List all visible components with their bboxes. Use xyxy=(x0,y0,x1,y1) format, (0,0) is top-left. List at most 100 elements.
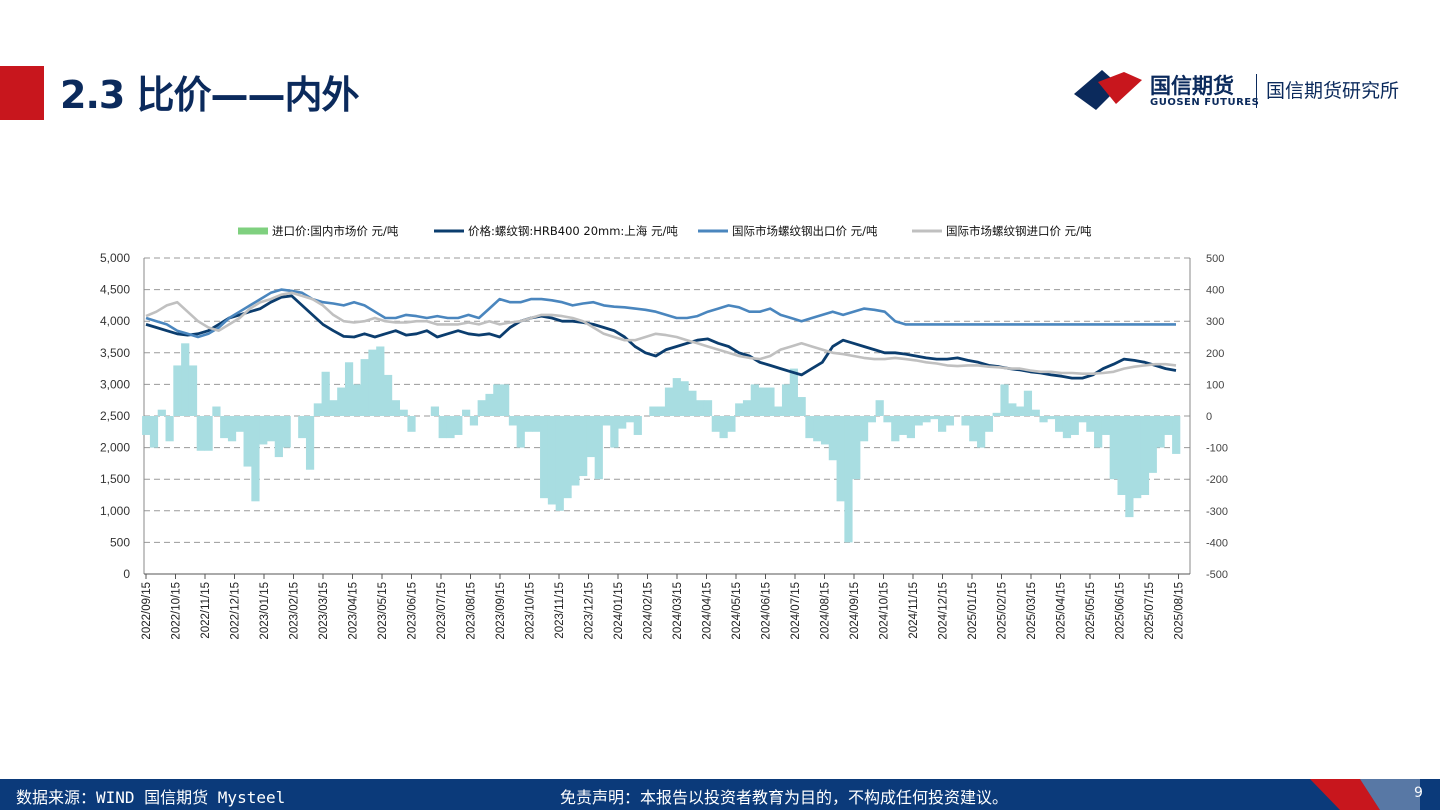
series-1-bar xyxy=(485,393,494,416)
x-tick-label: 2024/09/15 xyxy=(849,582,861,640)
y-right-tick-label: -100 xyxy=(1206,443,1228,455)
legend-label: 进口价:国内市场价 元/吨 xyxy=(272,224,399,238)
x-tick-label: 2022/09/15 xyxy=(141,582,153,640)
x-tick-label: 2024/11/15 xyxy=(908,582,920,639)
series-1-bar xyxy=(282,416,291,448)
series-1-bar xyxy=(1031,409,1040,416)
series-1-bar xyxy=(828,416,837,461)
series-1 xyxy=(142,343,1181,543)
series-1-bar xyxy=(1101,416,1111,435)
logo-divider xyxy=(1256,74,1257,108)
series-1-bar xyxy=(774,406,783,416)
x-tick-label: 2025/07/15 xyxy=(1144,582,1156,640)
x-tick-label: 2025/04/15 xyxy=(1056,582,1068,640)
series-1-bar xyxy=(501,384,510,416)
x-tick-label: 2023/09/15 xyxy=(495,582,507,640)
x-tick-label: 2024/12/15 xyxy=(938,582,950,640)
series-1-bar xyxy=(1039,416,1048,423)
page-number: 9 xyxy=(1414,785,1423,801)
series-1-bar xyxy=(399,409,408,416)
x-tick-label: 2025/03/15 xyxy=(1026,582,1038,640)
y-left-tick-label: 2,000 xyxy=(100,441,130,455)
series-1-bar xyxy=(625,416,635,423)
series-1-bar xyxy=(844,416,853,543)
x-tick-label: 2022/12/15 xyxy=(230,582,242,640)
x-tick-label: 2025/06/15 xyxy=(1115,582,1127,640)
series-1-bar xyxy=(376,346,385,416)
series-1-bar xyxy=(430,406,440,416)
x-tick-label: 2024/05/15 xyxy=(731,582,743,640)
series-1-bar xyxy=(391,400,400,416)
series-1-bar xyxy=(883,416,892,423)
y-left-tick-label: 3,000 xyxy=(100,377,130,391)
y-right-tick-label: 300 xyxy=(1206,316,1224,328)
series-1-bar xyxy=(259,416,268,445)
series-1-bar xyxy=(1125,416,1134,518)
series-4-line xyxy=(145,291,1177,375)
series-1-bar xyxy=(368,349,377,416)
x-tick-label: 2023/02/15 xyxy=(289,582,301,640)
institute-name: 国信期货研究所 xyxy=(1266,80,1400,102)
series-1-bar xyxy=(313,403,322,416)
series-1-bar xyxy=(196,416,205,451)
series-1-bar xyxy=(1086,416,1095,432)
series-1-bar xyxy=(274,416,283,458)
series-1-bar xyxy=(298,416,307,439)
series-1-bar xyxy=(555,416,564,511)
series-1-bar xyxy=(852,416,861,480)
series-1-bar xyxy=(680,381,689,416)
x-tick-label: 2024/10/15 xyxy=(879,582,891,640)
series-1-bar xyxy=(742,400,752,416)
y-right-tick-label: -400 xyxy=(1206,537,1228,549)
series-1-bar xyxy=(867,416,876,423)
series-1-bar xyxy=(813,416,822,442)
y-left-tick-label: 4,000 xyxy=(100,314,130,328)
series-1-bar xyxy=(493,384,502,416)
series-1-bar xyxy=(1109,416,1118,480)
series-1-bar xyxy=(329,400,338,416)
series-1-bar xyxy=(532,416,541,432)
x-tick-label: 2024/02/15 xyxy=(643,582,655,640)
title-accent-bar xyxy=(0,66,44,120)
y-right-tick-label: -300 xyxy=(1206,506,1228,518)
x-tick-label: 2023/05/15 xyxy=(377,582,389,640)
series-1-bar xyxy=(227,416,237,442)
series-1-bar xyxy=(657,406,666,416)
y-right-tick-label: 100 xyxy=(1206,379,1224,391)
series-1-bar xyxy=(891,416,900,442)
x-tick-label: 2022/10/15 xyxy=(171,582,183,640)
series-1-bar xyxy=(820,416,830,445)
y-right-tick-label: -500 xyxy=(1206,569,1228,581)
x-tick-label: 2025/01/15 xyxy=(967,582,979,640)
series-1-bar xyxy=(930,416,939,420)
series-1-bar xyxy=(1055,416,1064,432)
page-title: 2.3 比价——内外 xyxy=(60,73,360,117)
series-1-bar xyxy=(1000,384,1009,416)
series-1-bar xyxy=(633,416,642,435)
series-1-bar xyxy=(1140,416,1150,495)
series-3-line xyxy=(145,288,1176,339)
series-1-bar xyxy=(579,416,588,477)
y-right-tick-label: 500 xyxy=(1206,253,1224,265)
series-1-bar xyxy=(938,416,947,432)
series-1-bar xyxy=(212,406,221,416)
series-1-bar xyxy=(438,416,447,439)
legend-label: 国际市场螺纹钢进口价 元/吨 xyxy=(946,224,1092,238)
footer-accent-shape xyxy=(1310,779,1420,810)
series-1-bar xyxy=(711,416,720,432)
series-2-line xyxy=(145,294,1177,380)
y-left-tick-label: 2,500 xyxy=(100,409,130,423)
x-tick-label: 2023/07/15 xyxy=(436,582,448,640)
y-right-tick-label: -200 xyxy=(1206,474,1228,486)
series-1-bar xyxy=(688,390,697,416)
y-right-tick-label: 200 xyxy=(1206,348,1224,360)
series-1-bar xyxy=(524,416,533,432)
chart-svg: 0 500 1,000 1,500 2,000 2,500 3,000 3,500 4,000 4… xyxy=(100,224,1228,640)
x-tick-label: 2023/04/15 xyxy=(348,582,360,640)
series-1-bar xyxy=(696,400,705,416)
series-1-bar xyxy=(571,416,580,486)
series-1-bar xyxy=(618,416,627,429)
logo-text-cn: 国信期货 xyxy=(1150,74,1234,98)
y-left-tick-label: 5,000 xyxy=(100,251,130,265)
series-1-bar xyxy=(836,416,845,502)
